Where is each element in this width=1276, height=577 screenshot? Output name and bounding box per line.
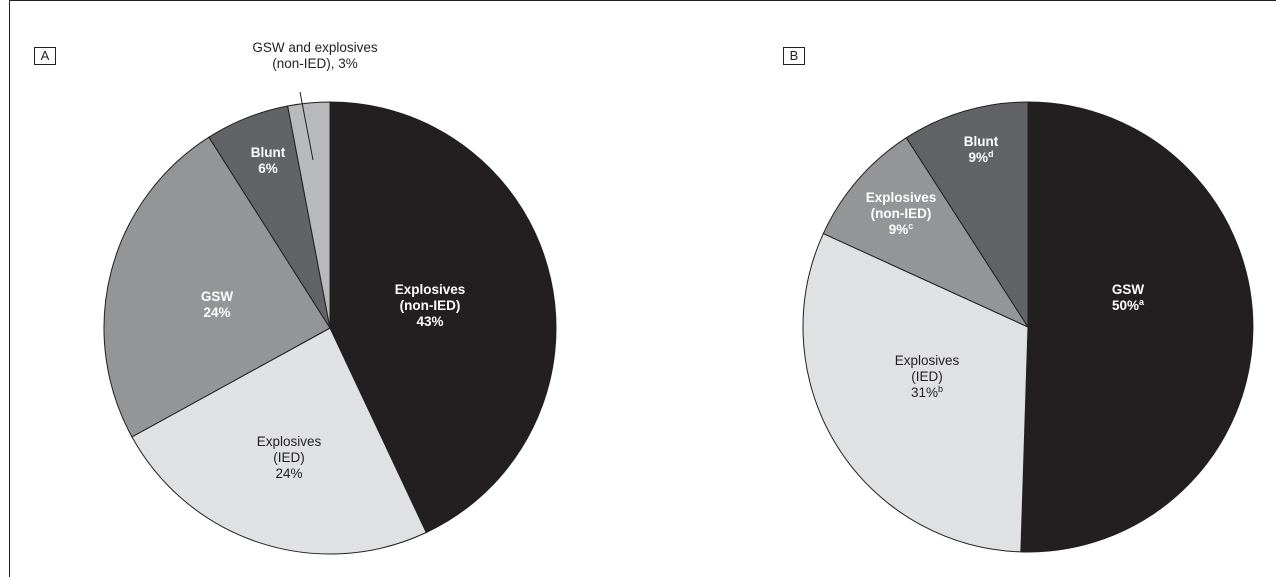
panel-label-b: B [783, 47, 805, 65]
pie-a-label-0: Explosives (non-IED) 43% [395, 282, 466, 329]
pie-a-slice-4 [287, 101, 331, 329]
panel-label-a: A [34, 47, 56, 65]
pie-a-label-2: GSW 24% [201, 289, 234, 320]
pie-b-label-3: Blunt 9%d [964, 134, 999, 165]
pie-b-label-2: Explosives (non-IED) 9%c [866, 190, 937, 237]
pie-a-slice-2 [103, 136, 331, 438]
pie-a-label-1: Explosives (IED) 24% [257, 434, 322, 481]
pie-b-slice-2 [822, 137, 1030, 329]
pie-a-slice-0 [329, 101, 557, 534]
pie-b-label-0: GSW 50%a [1112, 282, 1145, 313]
pie-b-slice-3 [905, 101, 1029, 329]
pie-a-callout-line [299, 91, 314, 161]
pie-a-slice-1 [131, 327, 427, 555]
pie-b-label-1: Explosives (IED) 31%b [895, 353, 960, 400]
figure-frame [9, 0, 1276, 577]
pie-b-slice-0 [1020, 101, 1254, 553]
pie-b-slice-1 [802, 232, 1029, 553]
pie-a-label-3: Blunt 6% [251, 145, 286, 176]
pie-a-label-4: GSW and explosives (non-IED), 3% [252, 40, 378, 71]
